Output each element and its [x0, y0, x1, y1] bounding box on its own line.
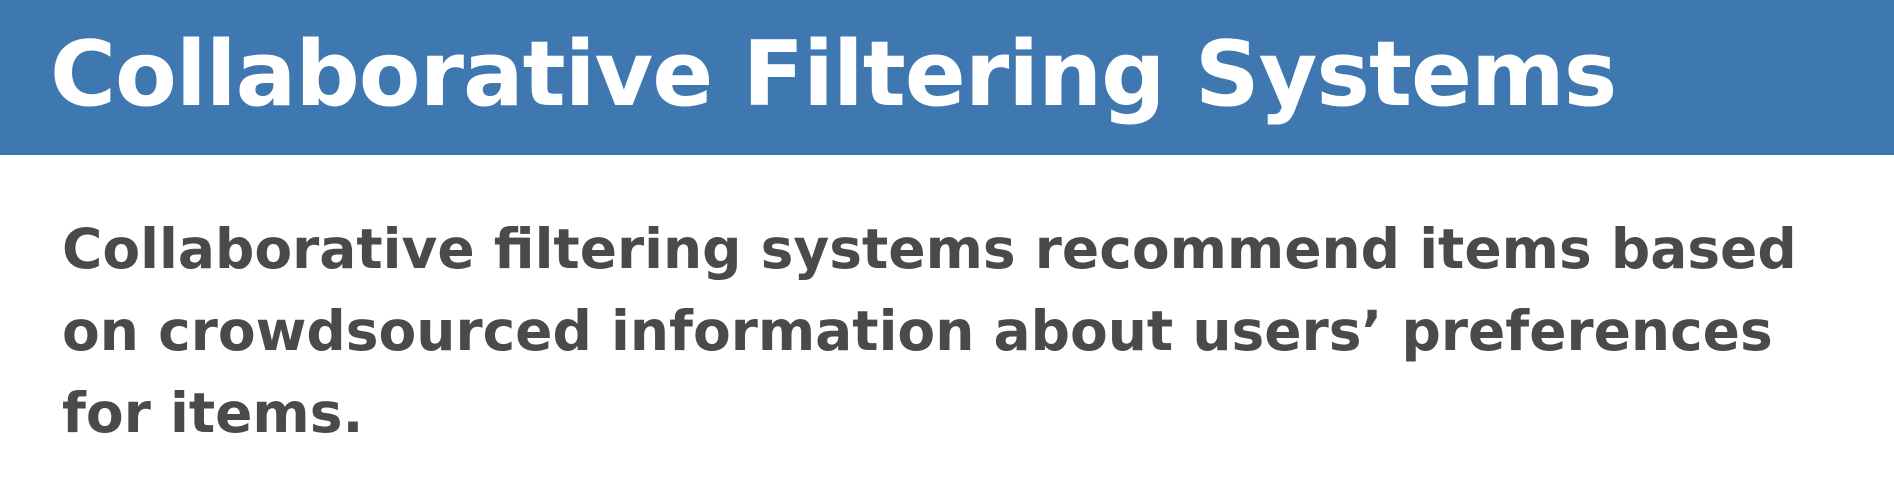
body-line-2: on crowdsourced information about users’… — [62, 299, 1773, 363]
slide-body: Collaborative filtering systems recommen… — [62, 208, 1862, 454]
body-line-1: Collaborative filtering systems recommen… — [62, 217, 1797, 281]
body-line-3: for items. — [62, 381, 364, 445]
title-bar: Collaborative Filtering Systems — [0, 0, 1894, 155]
slide-title: Collaborative Filtering Systems — [50, 22, 1617, 127]
